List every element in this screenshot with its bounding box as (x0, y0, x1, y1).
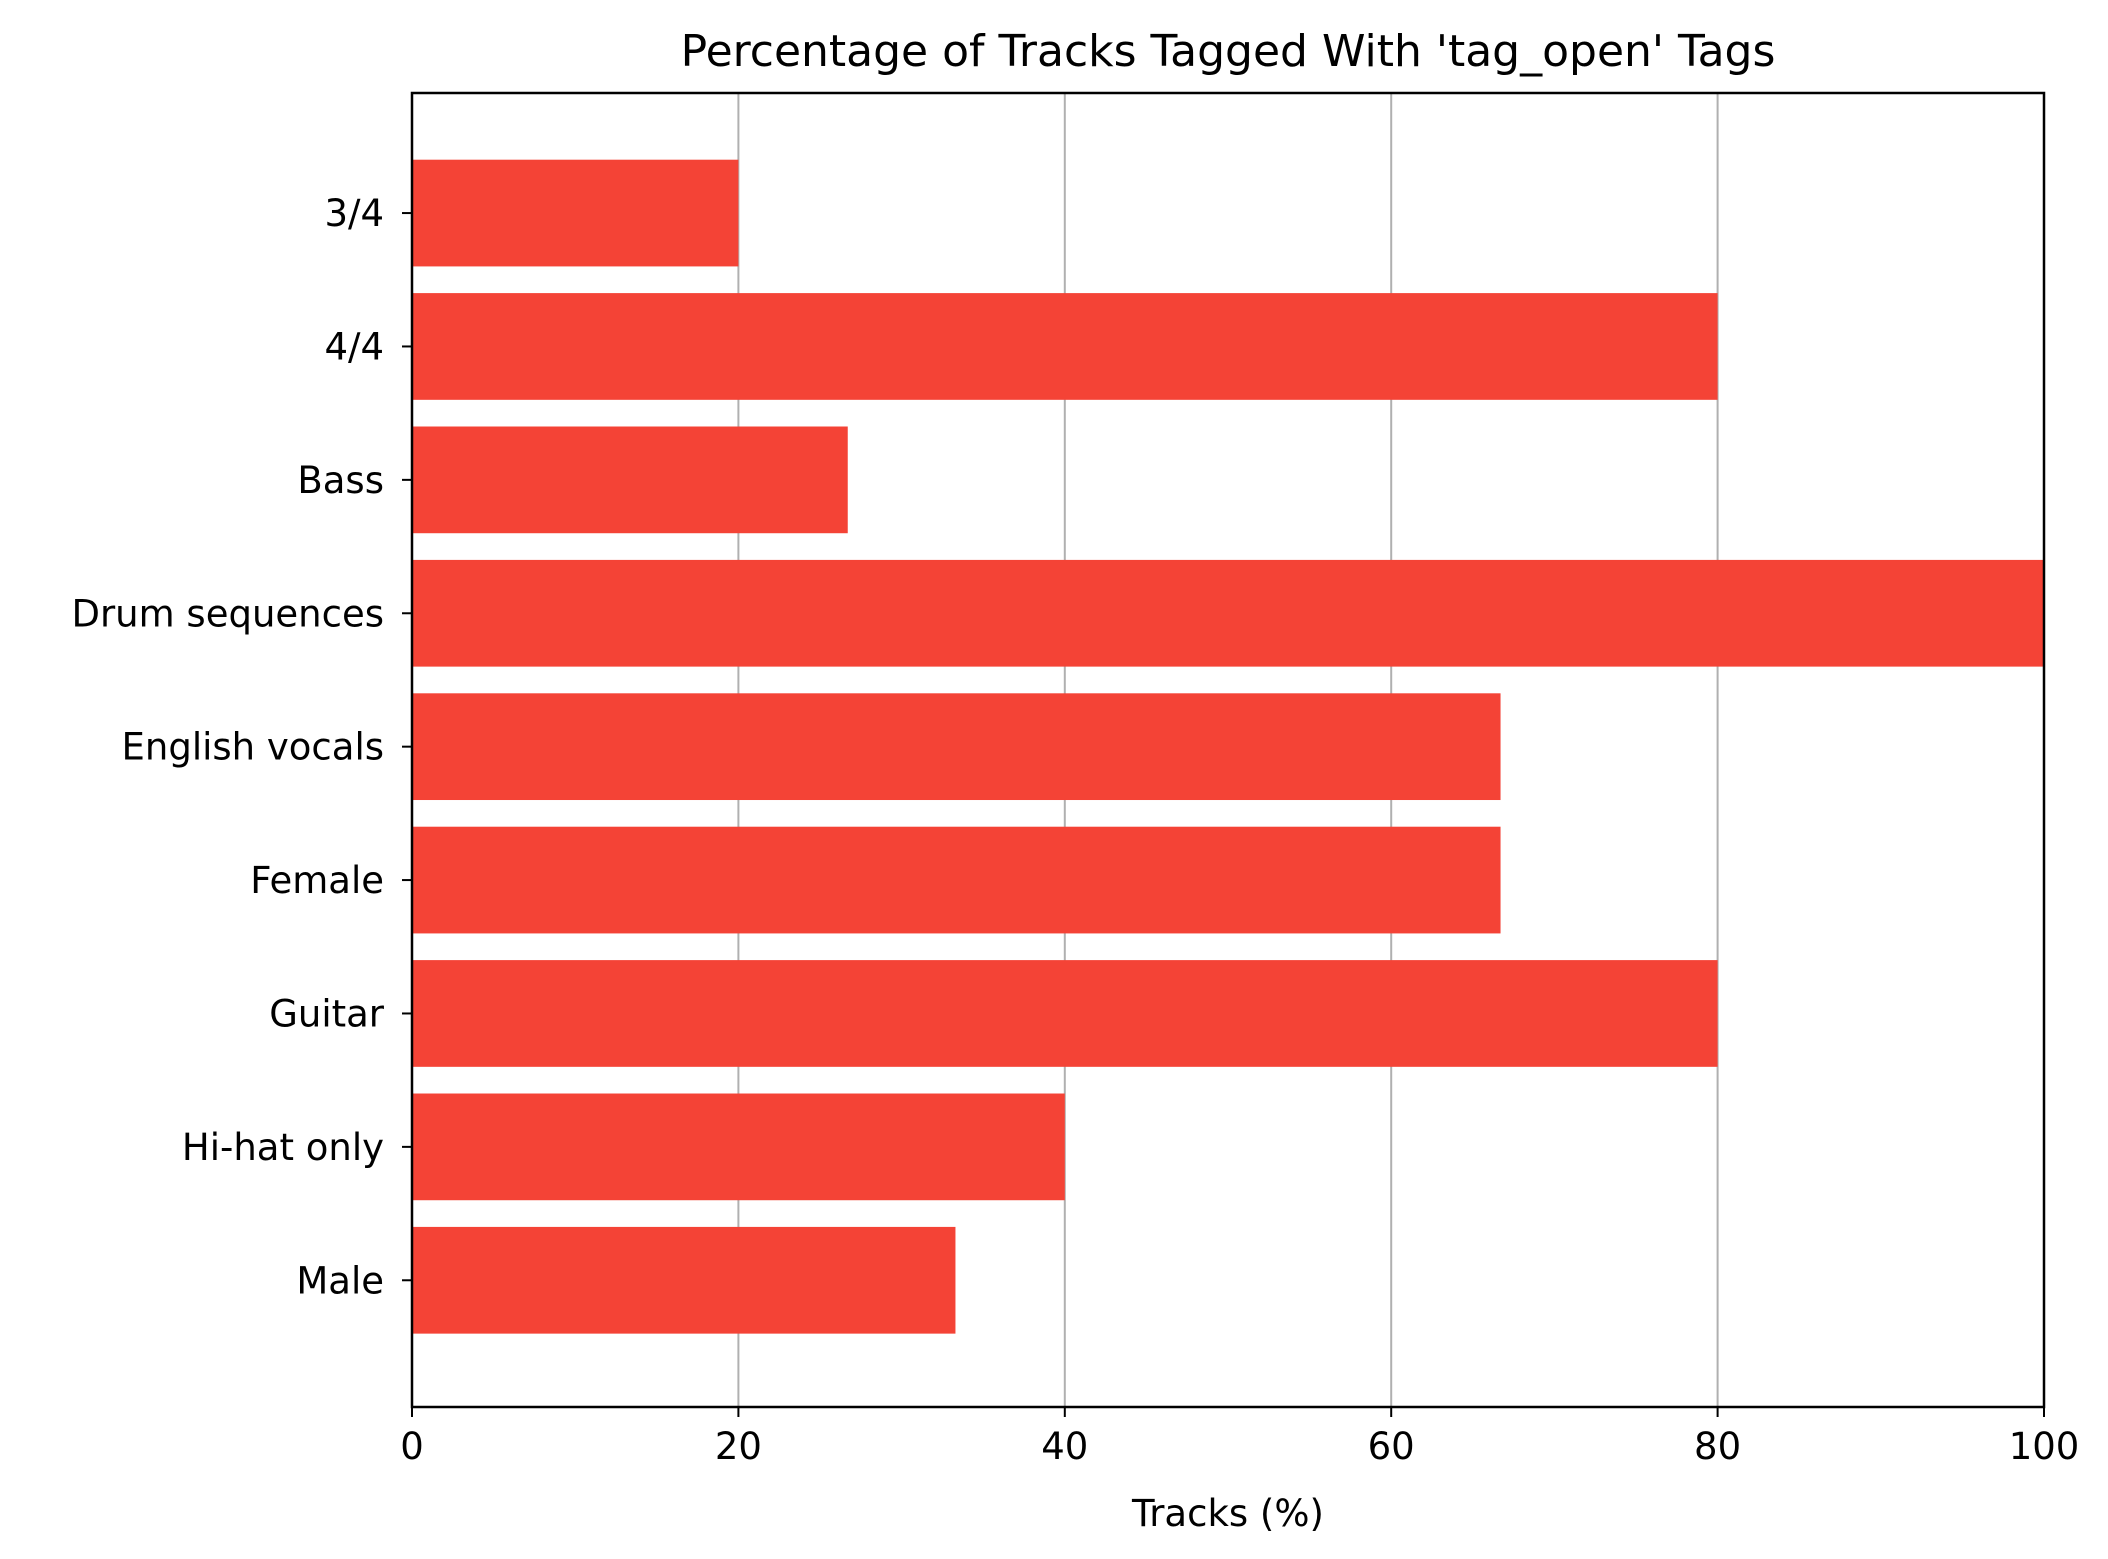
bars (412, 159, 2044, 1334)
y-tick-label: Hi-hat only (182, 1126, 384, 1169)
bar (412, 426, 848, 534)
bar (412, 1093, 1065, 1201)
x-tick-label: 0 (400, 1425, 424, 1468)
x-axis: 0 20 40 60 80 100 (400, 1407, 2079, 1468)
bar (412, 826, 1501, 934)
bar (412, 293, 1718, 400)
plot-frame (410, 91, 2046, 1409)
x-tick-label: 100 (2009, 1425, 2080, 1468)
x-tick-label: 20 (715, 1425, 762, 1468)
y-axis: 3/4 4/4 Bass Drum sequences English vocals Fe… (71, 192, 412, 1302)
x-tick-label: 40 (1041, 1425, 1088, 1468)
y-tick-label: Male (296, 1259, 384, 1302)
y-tick-label: Female (250, 859, 384, 902)
x-tick-label: 80 (1694, 1425, 1741, 1468)
bar (412, 559, 2044, 667)
y-tick-label: 4/4 (324, 325, 384, 368)
bar (412, 1226, 956, 1334)
y-tick-label: Bass (297, 459, 384, 502)
x-axis-title: Tracks (%) (1131, 1492, 1324, 1535)
bar (412, 693, 1501, 801)
y-tick-label: Guitar (269, 992, 385, 1035)
chart-title: Percentage of Tracks Tagged With 'tag_op… (681, 26, 1776, 77)
x-tick-label: 60 (1368, 1425, 1415, 1468)
y-tick-label: 3/4 (324, 192, 384, 235)
y-tick-label: English vocals (122, 726, 384, 769)
bar (412, 960, 1718, 1067)
bar (412, 159, 739, 267)
y-tick-label: Drum sequences (71, 592, 384, 635)
